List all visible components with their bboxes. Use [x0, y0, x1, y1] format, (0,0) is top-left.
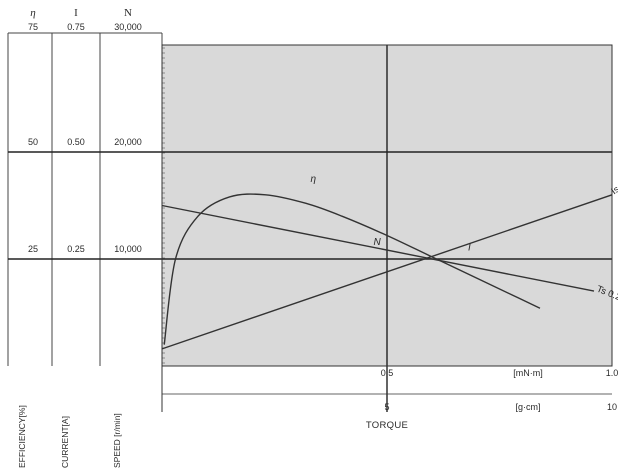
- y-tick-label-speed: 10,000: [114, 244, 142, 254]
- series-end-annotation: Is 0.55: [609, 172, 618, 198]
- y-tick-label-current: 0.50: [67, 137, 85, 147]
- y-axis-header-current: I: [74, 7, 78, 19]
- series-line-speed: [161, 204, 595, 292]
- y-tick-label-efficiency: 75: [28, 22, 38, 32]
- x-tick-label: 10: [607, 402, 617, 412]
- x-tick-label: 1.0: [606, 368, 618, 378]
- y-tick-label-speed: 30,000: [114, 22, 142, 32]
- y-tick-label-current: 0.75: [67, 22, 85, 32]
- series-label-speed: N: [374, 237, 382, 248]
- series-line-efficiency: [163, 193, 541, 345]
- x-tick-label: 5: [384, 402, 389, 412]
- y-axis-title-speed: SPEED [r/min]: [112, 413, 122, 468]
- series-line-current: [161, 194, 613, 350]
- y-tick-label-efficiency: 25: [28, 244, 38, 254]
- y-tick-label-efficiency: 50: [28, 137, 38, 147]
- x-axis-title: TORQUE: [366, 420, 408, 431]
- x-unit-label: [g·cm]: [515, 402, 540, 412]
- x-unit-label: [mN·m]: [513, 368, 543, 378]
- x-tick-label: 0.5: [381, 368, 394, 378]
- series-label-current: I: [468, 242, 471, 253]
- y-axis-title-current: CURRENT[A]: [60, 416, 70, 468]
- y-axis-header-speed: N: [124, 7, 132, 19]
- y-axis-header-efficiency: η: [30, 7, 35, 19]
- y-axis-title-efficiency: EFFICIENCY[%]: [17, 405, 27, 468]
- y-tick-label-current: 0.25: [67, 244, 85, 254]
- y-tick-label-speed: 20,000: [114, 137, 142, 147]
- series-label-efficiency: η: [311, 174, 317, 185]
